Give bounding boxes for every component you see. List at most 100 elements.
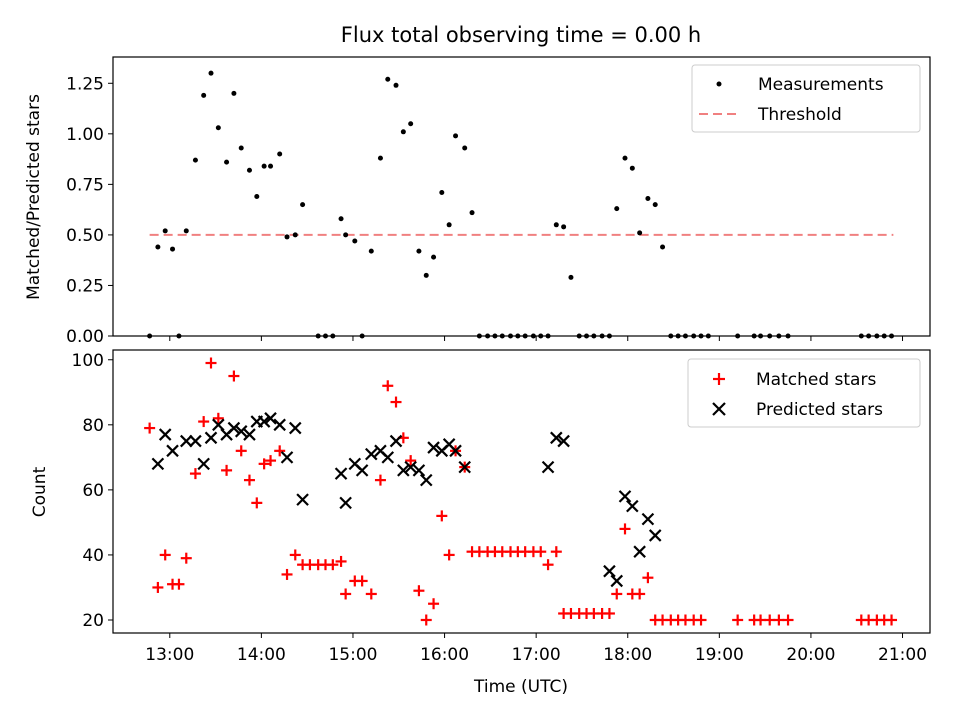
predicted-star-point bbox=[257, 415, 271, 428]
measurement-point bbox=[439, 189, 445, 195]
matched-star-point bbox=[642, 572, 654, 584]
matched-star-point bbox=[274, 445, 286, 457]
chart-title: Flux total observing time = 0.00 h bbox=[341, 23, 701, 47]
legend-predicted-marker bbox=[712, 402, 726, 416]
top-panel: 0.00 0.25 0.50 0.75 1.00 1.25 Matched/Predict… bbox=[24, 56, 931, 347]
measurement-point bbox=[561, 224, 567, 230]
matched-star-point bbox=[374, 474, 386, 486]
measurement-point bbox=[300, 202, 306, 208]
predicted-star-point bbox=[557, 434, 570, 448]
top-y-tick-label: 0.50 bbox=[66, 226, 104, 246]
bottom-legend-frame bbox=[687, 358, 921, 428]
bottom-panel: 20 40 60 80 100 13:00 14:00 15:00 16:00 17:00 18:… bbox=[30, 349, 931, 697]
bottom-y-tick-label: 60 bbox=[82, 481, 104, 501]
top-y-tick-label: 1.00 bbox=[66, 125, 104, 145]
predicted-star-point bbox=[280, 451, 294, 464]
x-tick-label: 19:00 bbox=[695, 645, 744, 665]
bottom-y-tick-label: 40 bbox=[82, 546, 104, 566]
predicted-star-point bbox=[189, 434, 202, 448]
predicted-star-point bbox=[151, 457, 165, 471]
matched-star-point bbox=[212, 412, 224, 424]
matched-star-point bbox=[173, 578, 185, 590]
measurement-point bbox=[652, 202, 658, 208]
predicted-star-point bbox=[355, 464, 369, 477]
measurement-point bbox=[400, 129, 406, 135]
measurement-point bbox=[629, 165, 635, 171]
predicted-star-point bbox=[404, 460, 417, 474]
predicted-star-point bbox=[412, 464, 426, 477]
predicted-star-point bbox=[197, 457, 210, 471]
x-axis-label: Time (UTC) bbox=[473, 677, 568, 697]
measurement-point bbox=[192, 157, 198, 163]
measurement-point bbox=[343, 232, 349, 238]
measurement-point bbox=[368, 248, 374, 254]
matched-star-point bbox=[542, 559, 554, 571]
measurement-point bbox=[385, 76, 391, 82]
measurement-point bbox=[215, 125, 221, 131]
predicted-star-point bbox=[179, 434, 193, 448]
legend-predicted-label: Predicted stars bbox=[756, 400, 883, 420]
measurement-point bbox=[224, 159, 230, 165]
bottom-y-ticks: 20 40 60 80 100 bbox=[72, 351, 113, 631]
measurement-point bbox=[284, 234, 290, 240]
x-tick-label: 13:00 bbox=[145, 645, 194, 665]
measurement-point bbox=[201, 92, 207, 98]
x-tick-label: 18:00 bbox=[603, 645, 652, 665]
legend-matched-label: Matched stars bbox=[756, 370, 876, 390]
legend-measurements-label: Measurements bbox=[758, 75, 884, 95]
matched-stars-series bbox=[144, 357, 898, 626]
bottom-legend: Matched stars Predicted stars bbox=[687, 358, 921, 428]
predicted-star-point bbox=[603, 564, 616, 578]
predicted-star-point bbox=[618, 490, 632, 503]
predicted-star-point bbox=[365, 447, 378, 461]
predicted-star-point bbox=[626, 499, 639, 513]
measurement-point bbox=[277, 151, 283, 157]
predicted-star-point bbox=[427, 441, 440, 454]
measurement-point bbox=[338, 216, 344, 222]
matched-star-point bbox=[221, 464, 233, 476]
measurement-point bbox=[393, 82, 399, 88]
top-legend-frame bbox=[691, 64, 921, 133]
measurement-point bbox=[416, 248, 422, 254]
x-tick-label: 21:00 bbox=[878, 645, 927, 665]
predicted-stars-series bbox=[151, 412, 662, 588]
matched-star-point bbox=[420, 614, 432, 626]
matched-star-point bbox=[535, 546, 547, 558]
predicted-star-point bbox=[397, 464, 410, 477]
matched-star-point bbox=[382, 380, 394, 392]
x-tick-label: 14:00 bbox=[237, 645, 286, 665]
matched-star-point bbox=[265, 455, 277, 467]
measurement-point bbox=[469, 210, 475, 216]
x-tick-label: 15:00 bbox=[328, 645, 377, 665]
measurement-point bbox=[462, 145, 468, 151]
measurement-point bbox=[423, 272, 429, 278]
matched-star-point bbox=[782, 614, 794, 626]
measurement-point bbox=[292, 232, 298, 238]
top-y-tick-label: 0.00 bbox=[66, 327, 104, 347]
predicted-star-point bbox=[641, 512, 655, 526]
matched-star-point bbox=[189, 468, 201, 480]
bottom-axes-frame bbox=[112, 349, 931, 634]
measurement-point bbox=[637, 230, 643, 236]
measurement-point bbox=[155, 244, 161, 250]
matched-star-point bbox=[390, 396, 402, 408]
measurement-point bbox=[446, 222, 452, 228]
measurement-point bbox=[614, 206, 620, 212]
measurement-point bbox=[162, 228, 168, 234]
matched-star-point bbox=[603, 607, 615, 619]
predicted-star-point bbox=[633, 545, 646, 558]
bottom-y-tick-label: 100 bbox=[72, 351, 104, 371]
measurement-point bbox=[660, 244, 666, 250]
matched-star-point bbox=[886, 614, 898, 626]
bottom-x-ticks: 13:00 14:00 15:00 16:00 17:00 18:00 19:00 20:00… bbox=[145, 633, 927, 665]
measurement-point bbox=[246, 167, 252, 173]
predicted-star-point bbox=[296, 493, 309, 506]
matched-star-point bbox=[205, 357, 217, 369]
predicted-star-point bbox=[419, 473, 433, 487]
matched-star-point bbox=[243, 474, 255, 486]
matched-star-point bbox=[251, 497, 263, 509]
matched-star-point bbox=[356, 575, 368, 587]
x-tick-label: 20:00 bbox=[786, 645, 835, 665]
measurement-point bbox=[183, 228, 189, 234]
predicted-star-point bbox=[648, 529, 662, 542]
